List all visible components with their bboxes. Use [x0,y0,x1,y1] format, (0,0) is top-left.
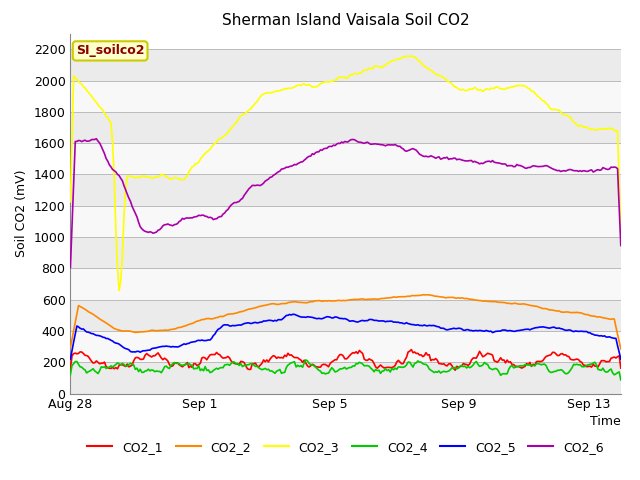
CO2_2 [508,301,516,307]
CO2_1 [510,362,518,368]
CO2_4 [67,372,74,377]
CO2_5 [166,344,173,349]
CO2_4 [520,363,527,369]
CO2_4 [166,366,173,372]
Text: Time: Time [590,415,621,428]
CO2_5 [67,356,74,362]
CO2_6 [148,229,156,235]
CO2_1 [451,367,459,373]
CO2_3 [617,233,625,239]
CO2_5 [617,356,625,362]
CO2_6 [508,163,516,168]
CO2_3 [115,288,123,294]
CO2_4 [146,368,154,374]
CO2_2 [617,346,625,352]
CO2_1 [521,363,529,369]
CO2_1 [166,362,173,368]
Title: Sherman Island Vaisala Soil CO2: Sherman Island Vaisala Soil CO2 [222,13,469,28]
CO2_6 [167,222,175,228]
CO2_6 [93,136,100,142]
CO2_3 [167,176,175,182]
Bar [70,174,621,206]
Bar [70,112,621,143]
CO2_3 [67,199,74,205]
Y-axis label: Soil CO2 (mV): Soil CO2 (mV) [15,170,28,257]
Line: CO2_5: CO2_5 [70,314,621,359]
CO2_1 [67,366,74,372]
Text: SI_soilco2: SI_soilco2 [76,44,145,58]
CO2_2 [419,292,427,298]
CO2_3 [401,54,409,60]
Line: CO2_3: CO2_3 [70,56,621,291]
CO2_3 [548,107,556,112]
CO2_3 [510,84,518,89]
CO2_5 [289,312,297,317]
CO2_2 [547,307,555,313]
Bar [70,268,621,300]
Bar [70,81,621,112]
CO2_1 [548,349,556,355]
CO2_4 [617,377,625,383]
Bar [70,300,621,331]
CO2_5 [547,325,555,331]
Line: CO2_2: CO2_2 [70,295,621,349]
Bar [70,237,621,268]
CO2_1 [617,365,625,371]
Bar [70,206,621,237]
Bar [70,143,621,174]
CO2_2 [399,294,407,300]
CO2_6 [520,164,527,170]
CO2_2 [520,301,527,307]
Line: CO2_4: CO2_4 [70,360,621,380]
CO2_1 [399,360,407,366]
CO2_5 [401,321,409,326]
CO2_2 [166,327,173,333]
CO2_1 [146,353,154,359]
CO2_4 [547,370,555,375]
Legend: CO2_1, CO2_2, CO2_3, CO2_4, CO2_5, CO2_6: CO2_1, CO2_2, CO2_3, CO2_4, CO2_5, CO2_6 [83,436,609,459]
CO2_3 [408,53,415,59]
CO2_5 [508,328,516,334]
CO2_2 [67,345,74,351]
CO2_6 [67,264,74,270]
Line: CO2_6: CO2_6 [70,139,621,267]
CO2_4 [302,357,310,363]
CO2_5 [520,327,527,333]
CO2_1 [408,347,415,352]
CO2_6 [617,242,625,248]
CO2_6 [401,148,409,154]
Bar [70,331,621,362]
CO2_3 [148,175,156,180]
CO2_6 [547,165,555,171]
CO2_2 [146,328,154,334]
CO2_3 [521,84,529,89]
CO2_4 [401,364,409,370]
Bar [70,49,621,81]
CO2_4 [508,362,516,368]
Bar [70,362,621,394]
Line: CO2_1: CO2_1 [70,349,621,370]
CO2_5 [146,347,154,353]
